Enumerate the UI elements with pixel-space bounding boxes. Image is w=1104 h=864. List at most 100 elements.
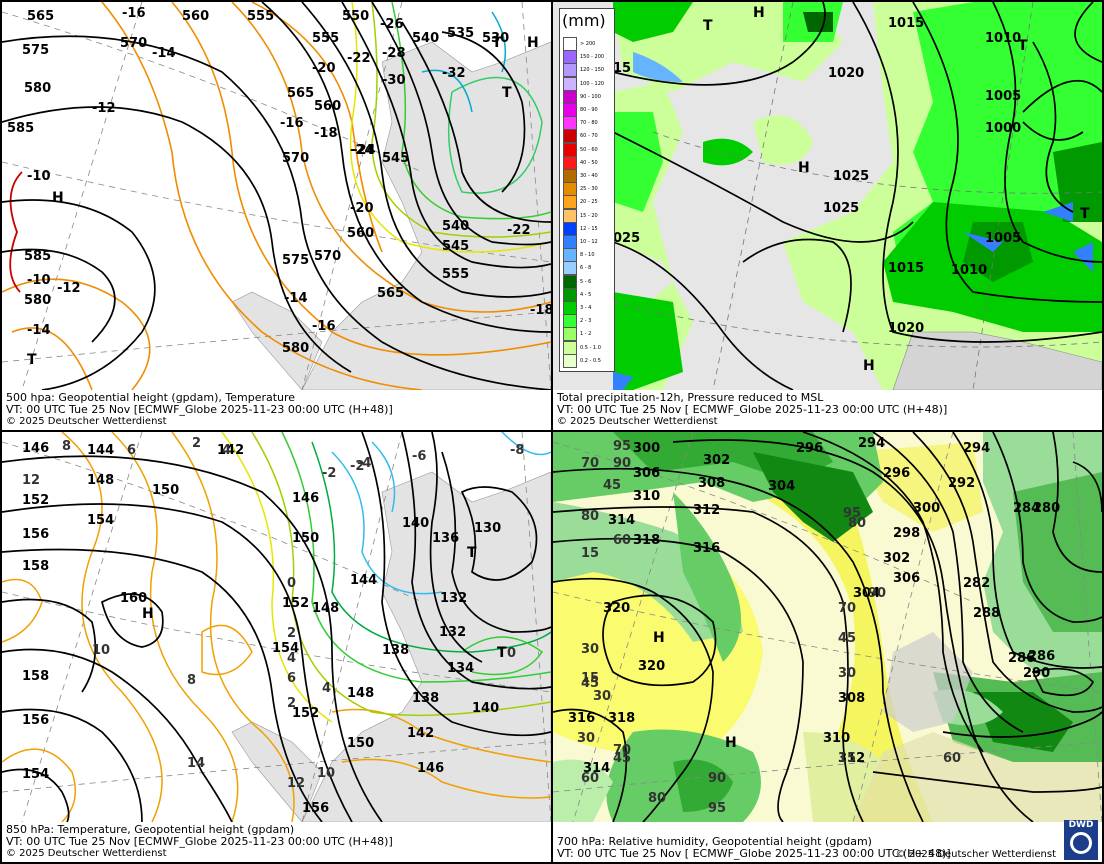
isobar-label: 025 bbox=[613, 231, 640, 246]
isobar-label: 1015 bbox=[888, 261, 924, 276]
rh-label: 60 bbox=[943, 751, 961, 766]
legend-swatch bbox=[563, 103, 577, 117]
height-label: 314 bbox=[583, 761, 610, 776]
isobar-label: 1025 bbox=[823, 201, 859, 216]
height-label: 288 bbox=[973, 606, 1000, 621]
panel-title: 700 hPa: Relative humidity, Geopotential… bbox=[557, 835, 872, 848]
rh-label: 70 bbox=[581, 456, 599, 471]
panel-title: 850 hPa: Temperature, Geopotential heigh… bbox=[6, 823, 295, 836]
rh-label: 90 bbox=[613, 456, 631, 471]
rh-label: 45 bbox=[613, 751, 631, 766]
height-label: 560 bbox=[182, 9, 209, 24]
isobar-label: 15 bbox=[613, 61, 631, 76]
height-label: 316 bbox=[568, 711, 595, 726]
height-label: 550 bbox=[342, 9, 369, 24]
temp-label: -8 bbox=[510, 443, 524, 458]
map-850hpa: 146 144 148 150 152 154 156 158 160 158 156 154 142 1… bbox=[2, 432, 551, 822]
legend-label: 30 - 40 bbox=[580, 173, 598, 179]
temp-label: -20 bbox=[312, 61, 336, 76]
legend-swatch bbox=[563, 89, 577, 104]
legend-label: 80 - 90 bbox=[580, 107, 598, 113]
height-label: 292 bbox=[948, 476, 975, 491]
legend-swatch bbox=[563, 261, 577, 276]
legend-label: 15 - 20 bbox=[580, 212, 598, 219]
temp-label: -6 bbox=[412, 449, 426, 464]
dwd-swirl-icon bbox=[1070, 832, 1092, 854]
height-label: 138 bbox=[382, 643, 409, 658]
temp-label: 12 bbox=[287, 776, 305, 791]
temp-label: 4 bbox=[287, 651, 296, 666]
height-label: 154 bbox=[272, 641, 299, 656]
rh-label: 80 bbox=[848, 516, 866, 531]
legend-label: 8 - 10 bbox=[580, 252, 595, 259]
temp-label: -2 bbox=[350, 459, 364, 474]
rh-label: 70 bbox=[613, 743, 631, 758]
height-label: 565 bbox=[287, 86, 314, 101]
pressure-center-marker: H bbox=[798, 160, 810, 176]
height-label: 570 bbox=[282, 151, 309, 166]
height-label: 545 bbox=[382, 151, 409, 166]
panel-500hpa: 565 560 575 570 555 550 560 580 585 570 555 540 535 5… bbox=[0, 0, 553, 432]
height-label: 560 bbox=[347, 226, 374, 241]
copyright: © 2025 Deutscher Wetterdienst bbox=[557, 416, 718, 427]
rh-label: 15 bbox=[838, 751, 856, 766]
height-label: 565 bbox=[27, 9, 54, 24]
caption-850hpa: 850 hPa: Temperature, Geopotential heigh… bbox=[6, 824, 547, 860]
legend-label: 150 - 200 bbox=[580, 54, 605, 61]
copyright: © 2025 Deutscher Wetterdienst bbox=[6, 848, 167, 859]
height-label: 158 bbox=[22, 669, 49, 684]
height-label: 138 bbox=[412, 691, 439, 706]
temp-label: -14 bbox=[27, 323, 51, 338]
rh-label: 30 bbox=[593, 689, 611, 704]
height-label: 150 bbox=[347, 736, 374, 751]
height-label: 296 bbox=[883, 466, 910, 481]
legend-swatch bbox=[563, 235, 577, 249]
height-label: 298 bbox=[893, 526, 920, 541]
panel-700hpa: 300 302 296 294 306 308 304 310 312 314 316 318 320 3… bbox=[551, 430, 1104, 864]
legend-swatch bbox=[563, 182, 577, 197]
temp-label: -16 bbox=[122, 6, 146, 21]
rh-label: 60 bbox=[613, 533, 631, 548]
height-label: 565 bbox=[377, 286, 404, 301]
height-label: 304 bbox=[853, 586, 880, 601]
map-500hpa: 565 560 575 570 555 550 560 580 585 570 555 540 535 5… bbox=[2, 2, 551, 390]
height-label: 282 bbox=[963, 576, 990, 591]
pressure-center-marker: H bbox=[52, 190, 64, 206]
rh-label: 30 bbox=[838, 666, 856, 681]
height-label: 320 bbox=[638, 659, 665, 674]
height-label: 300 bbox=[913, 501, 940, 516]
legend-label: 100 - 120 bbox=[580, 80, 605, 87]
height-label: 152 bbox=[282, 596, 309, 611]
rh-label: 95 bbox=[843, 506, 861, 521]
dwd-logo: DWD bbox=[1064, 820, 1098, 860]
temp-label: -12 bbox=[92, 101, 116, 116]
height-label: 286 bbox=[1028, 649, 1055, 664]
legend-label: 2 - 3 bbox=[580, 318, 592, 325]
height-label: 545 bbox=[442, 239, 469, 254]
rh-label: 90 bbox=[708, 771, 726, 786]
height-label: 530 bbox=[482, 31, 509, 46]
height-label: 312 bbox=[693, 503, 720, 518]
legend-label: 10 - 12 bbox=[580, 239, 598, 245]
height-label: 144 bbox=[87, 443, 114, 458]
legend-label: 4 - 5 bbox=[580, 291, 592, 298]
temp-label: -22 bbox=[347, 51, 371, 66]
legend-label: 0.5 - 1.0 bbox=[580, 344, 601, 351]
temp-label: -18 bbox=[314, 126, 338, 141]
temp-label: -26 bbox=[380, 17, 404, 32]
valid-time: VT: 00 UTC Tue 25 Nov [ ECMWF_Globe 2025… bbox=[557, 847, 951, 860]
height-label: 585 bbox=[24, 249, 51, 264]
temp-label: 0 bbox=[287, 576, 296, 591]
legend-label: 40 - 50 bbox=[580, 159, 598, 166]
rh-label: 30 bbox=[581, 642, 599, 657]
temp-label: -30 bbox=[382, 73, 406, 88]
height-label: 146 bbox=[292, 491, 319, 506]
height-label: 290 bbox=[1023, 666, 1050, 681]
height-label: 148 bbox=[312, 601, 339, 616]
temp-label: 12 bbox=[22, 473, 40, 488]
copyright: © 2025 Deutscher Wetterdienst bbox=[895, 849, 1056, 860]
legend-swatch bbox=[563, 37, 577, 51]
rh-label: 95 bbox=[708, 801, 726, 816]
legend-swatch bbox=[563, 221, 577, 236]
temp-label: 6 bbox=[287, 671, 296, 686]
